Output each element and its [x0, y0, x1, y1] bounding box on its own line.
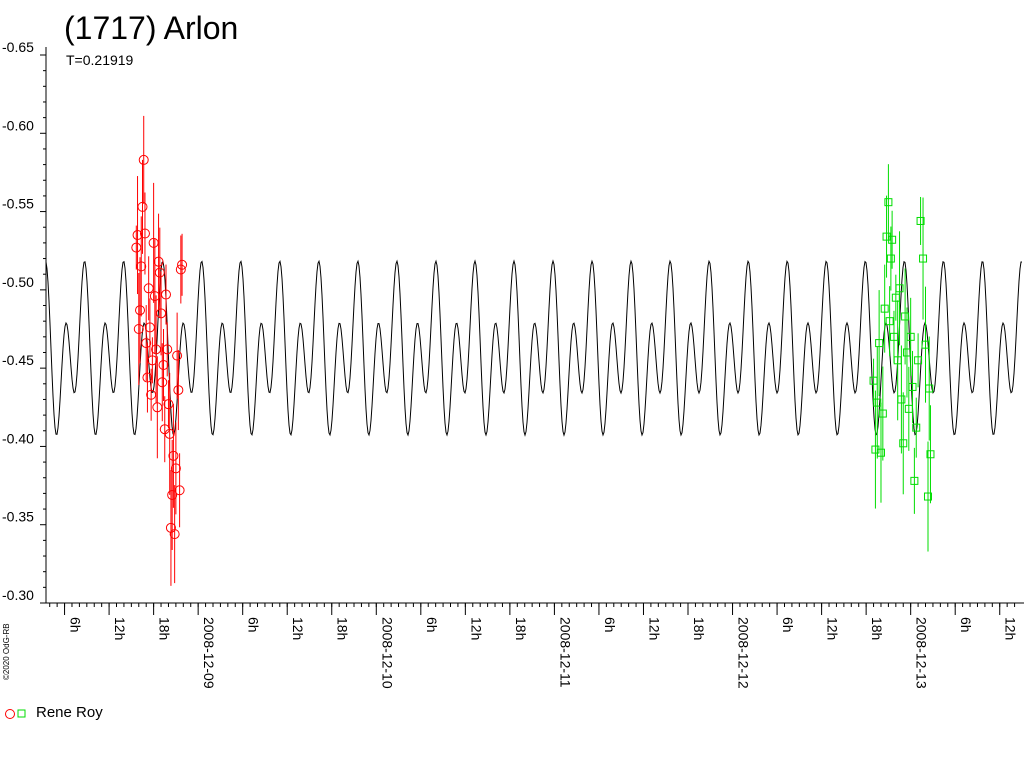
data-point	[173, 385, 184, 396]
x-hour-label: 18h	[335, 617, 351, 640]
data-point	[875, 339, 884, 348]
data-point	[912, 423, 921, 432]
data-points	[131, 115, 935, 586]
legend: Rene Roy	[4, 704, 103, 721]
data-point	[135, 305, 146, 316]
y-tick-label: -0.45	[2, 352, 34, 368]
x-hour-label: 12h	[646, 617, 662, 640]
data-point	[154, 267, 165, 278]
data-point	[153, 256, 164, 267]
data-point	[910, 476, 919, 485]
data-point	[139, 228, 150, 239]
data-point	[880, 304, 889, 313]
data-point	[897, 395, 906, 404]
data-point	[160, 289, 171, 300]
legend-square-marker	[17, 709, 26, 717]
data-point	[895, 284, 904, 293]
x-date-label: 2008-12-12	[736, 617, 752, 689]
axes: -0.30 -0.35 -0.40 -0.45 -0.50 -0.55 -0.60 -0.65…	[2, 39, 1024, 689]
data-point	[873, 398, 882, 407]
data-point	[172, 350, 183, 361]
data-point	[136, 261, 147, 272]
chart-subtitle: T=0.21919	[66, 52, 134, 68]
data-point	[138, 154, 149, 165]
x-hour-label: 6h	[958, 617, 974, 633]
data-point	[916, 216, 925, 225]
x-hour-label: 6h	[246, 617, 262, 633]
data-point	[164, 428, 175, 439]
chart-title: (1717) Arlon	[64, 10, 239, 46]
data-point	[137, 201, 148, 212]
legend-markers	[5, 708, 26, 719]
data-point	[923, 492, 932, 501]
legend-circle-marker	[5, 708, 15, 719]
data-point	[901, 312, 910, 321]
y-tick-label: -0.60	[2, 117, 34, 133]
x-hour-label: 12h	[290, 617, 306, 640]
x-hour-label: 12h	[825, 617, 841, 640]
x-date-label: 2008-12-13	[914, 617, 930, 689]
model-curve-path	[45, 259, 1022, 437]
data-point	[174, 485, 185, 496]
data-point	[888, 235, 897, 244]
series-green-squares	[869, 164, 935, 552]
data-point	[919, 254, 928, 263]
data-point	[170, 463, 181, 474]
data-point	[133, 324, 144, 334]
data-point	[884, 198, 893, 207]
series-red-circles	[131, 115, 188, 586]
data-point	[876, 448, 885, 457]
model-curve	[45, 259, 1022, 437]
x-date-label: 2008-12-11	[557, 617, 573, 688]
x-hour-label: 12h	[1003, 617, 1019, 640]
y-tick-label: -0.40	[2, 430, 34, 446]
x-hour-label: 18h	[157, 617, 173, 640]
data-point	[162, 344, 173, 355]
data-point	[906, 332, 915, 341]
x-hour-label: 6h	[424, 617, 440, 633]
x-hour-label: 12h	[468, 617, 484, 640]
x-hour-label: 18h	[513, 617, 529, 640]
data-point	[167, 489, 178, 500]
data-point	[926, 450, 935, 459]
data-point	[899, 439, 908, 448]
data-point	[169, 529, 180, 540]
data-point	[878, 409, 887, 418]
data-point	[157, 377, 168, 388]
data-point	[908, 382, 917, 391]
data-point	[885, 317, 894, 326]
legend-label: Rene Roy	[36, 704, 103, 721]
x-hour-label: 12h	[112, 617, 128, 640]
x-hour-label: 6h	[602, 617, 618, 633]
data-point	[177, 259, 188, 270]
x-date-label: 2008-12-09	[201, 617, 217, 689]
data-point	[925, 384, 934, 393]
data-point	[175, 264, 186, 275]
y-tick-label: -0.35	[2, 509, 34, 525]
data-point	[886, 254, 895, 263]
x-hour-label: 18h	[691, 617, 707, 640]
data-point	[158, 360, 169, 371]
data-point	[165, 522, 176, 533]
y-tick-label: -0.65	[2, 39, 34, 55]
data-point	[168, 450, 179, 461]
x-hour-label: 6h	[68, 617, 84, 633]
x-hour-label: 18h	[869, 617, 885, 640]
x-hour-label: 6h	[780, 617, 796, 633]
y-tick-label: -0.30	[2, 587, 34, 603]
y-tick-label: -0.50	[2, 274, 34, 290]
x-date-label: 2008-12-10	[379, 617, 395, 689]
data-point	[141, 338, 152, 349]
data-point	[914, 356, 923, 365]
y-tick-label: -0.55	[2, 196, 34, 212]
